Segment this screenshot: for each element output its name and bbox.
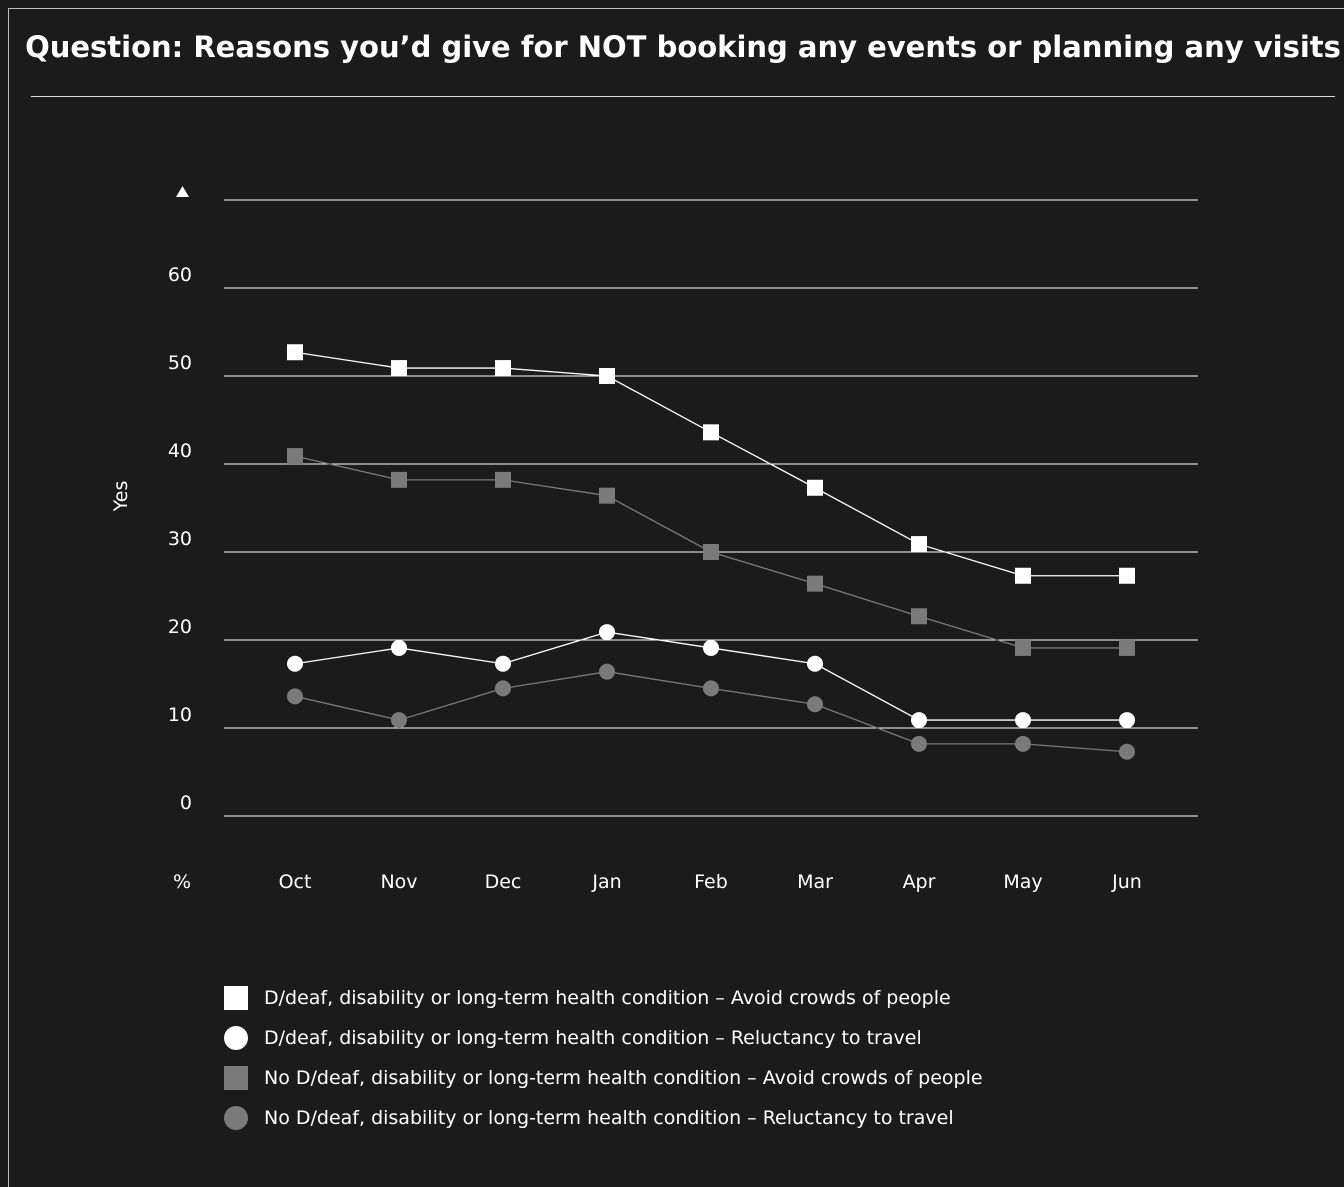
legend-label: No D/deaf, disability or long-term healt… bbox=[264, 1107, 954, 1129]
data-point-square bbox=[911, 536, 927, 553]
data-point-circle bbox=[287, 688, 303, 705]
data-point-square bbox=[391, 471, 407, 488]
x-tick-label: Feb bbox=[694, 871, 728, 893]
legend-item: D/deaf, disability or long-term health c… bbox=[224, 978, 983, 1018]
x-tick-label: Jan bbox=[591, 871, 621, 893]
data-point-circle bbox=[703, 639, 719, 656]
data-point-circle bbox=[391, 639, 407, 656]
data-point-circle bbox=[1015, 735, 1031, 752]
data-point-circle bbox=[287, 655, 303, 672]
y-tick-label: 10 bbox=[168, 704, 192, 726]
title-divider bbox=[31, 96, 1335, 97]
x-tick-label: Apr bbox=[903, 871, 936, 893]
x-tick-labels: Oct Nov Dec Jan Feb Mar Apr May Jun bbox=[279, 871, 1142, 893]
legend-square-icon bbox=[224, 1066, 248, 1090]
legend-circle-icon bbox=[224, 1106, 248, 1130]
data-point-circle bbox=[807, 696, 823, 713]
data-point-circle bbox=[1015, 712, 1031, 729]
data-point-square bbox=[1119, 639, 1135, 656]
x-tick-label: Mar bbox=[797, 871, 833, 893]
legend-circle-icon bbox=[224, 1026, 248, 1050]
data-point-circle bbox=[599, 663, 615, 680]
legend-label: D/deaf, disability or long-term health c… bbox=[264, 1027, 922, 1049]
legend-item: No D/deaf, disability or long-term healt… bbox=[224, 1058, 983, 1098]
data-point-square bbox=[1119, 567, 1135, 584]
data-point-circle bbox=[703, 680, 719, 697]
data-point-circle bbox=[1119, 743, 1135, 760]
y-tick-label: 30 bbox=[168, 528, 192, 550]
data-point-square bbox=[391, 360, 407, 377]
data-point-square bbox=[703, 424, 719, 441]
y-tick-label: 60 bbox=[168, 264, 192, 286]
chart-frame bbox=[8, 8, 1344, 1187]
legend: D/deaf, disability or long-term health c… bbox=[224, 978, 983, 1138]
x-tick-label: Dec bbox=[485, 871, 522, 893]
legend-label: No D/deaf, disability or long-term healt… bbox=[264, 1067, 983, 1089]
data-point-square bbox=[599, 368, 615, 384]
data-point-circle bbox=[495, 680, 511, 697]
data-point-square bbox=[807, 479, 823, 496]
legend-item: No D/deaf, disability or long-term healt… bbox=[224, 1098, 983, 1138]
data-point-circle bbox=[495, 655, 511, 672]
data-point-square bbox=[287, 448, 303, 465]
y-tick-labels: 0 10 20 30 40 50 60 bbox=[168, 264, 192, 814]
y-tick-label: 20 bbox=[168, 616, 192, 638]
x-tick-label: Nov bbox=[380, 871, 417, 893]
y-tick-label: 0 bbox=[180, 792, 192, 814]
data-point-square bbox=[495, 471, 511, 488]
y-tick-label: 40 bbox=[168, 440, 192, 462]
data-point-square bbox=[807, 575, 823, 592]
data-point-square bbox=[287, 344, 303, 361]
gridlines bbox=[224, 199, 1198, 817]
x-tick-label: Oct bbox=[279, 871, 312, 893]
data-point-circle bbox=[391, 712, 407, 729]
axis-arrow-icon bbox=[176, 186, 189, 197]
data-point-circle bbox=[911, 735, 927, 752]
data-point-square bbox=[1015, 639, 1031, 656]
data-point-circle bbox=[911, 712, 927, 729]
y-tick-label: 50 bbox=[168, 352, 192, 374]
legend-label: D/deaf, disability or long-term health c… bbox=[264, 987, 951, 1009]
y-unit-label: % bbox=[173, 871, 191, 893]
x-tick-label: Jun bbox=[1111, 871, 1142, 893]
x-tick-label: May bbox=[1003, 871, 1042, 893]
data-point-circle bbox=[807, 655, 823, 672]
series-markers bbox=[287, 344, 1135, 760]
chart-title: Question: Reasons you’d give for NOT boo… bbox=[25, 30, 1341, 64]
data-point-circle bbox=[1119, 712, 1135, 729]
data-point-square bbox=[495, 360, 511, 377]
legend-square-icon bbox=[224, 986, 248, 1010]
data-point-square bbox=[599, 487, 615, 504]
data-point-circle bbox=[599, 624, 615, 641]
data-point-square bbox=[1015, 567, 1031, 584]
data-point-square bbox=[703, 544, 719, 560]
data-point-square bbox=[911, 608, 927, 625]
legend-item: D/deaf, disability or long-term health c… bbox=[224, 1018, 983, 1058]
y-axis-label: Yes bbox=[110, 481, 132, 513]
